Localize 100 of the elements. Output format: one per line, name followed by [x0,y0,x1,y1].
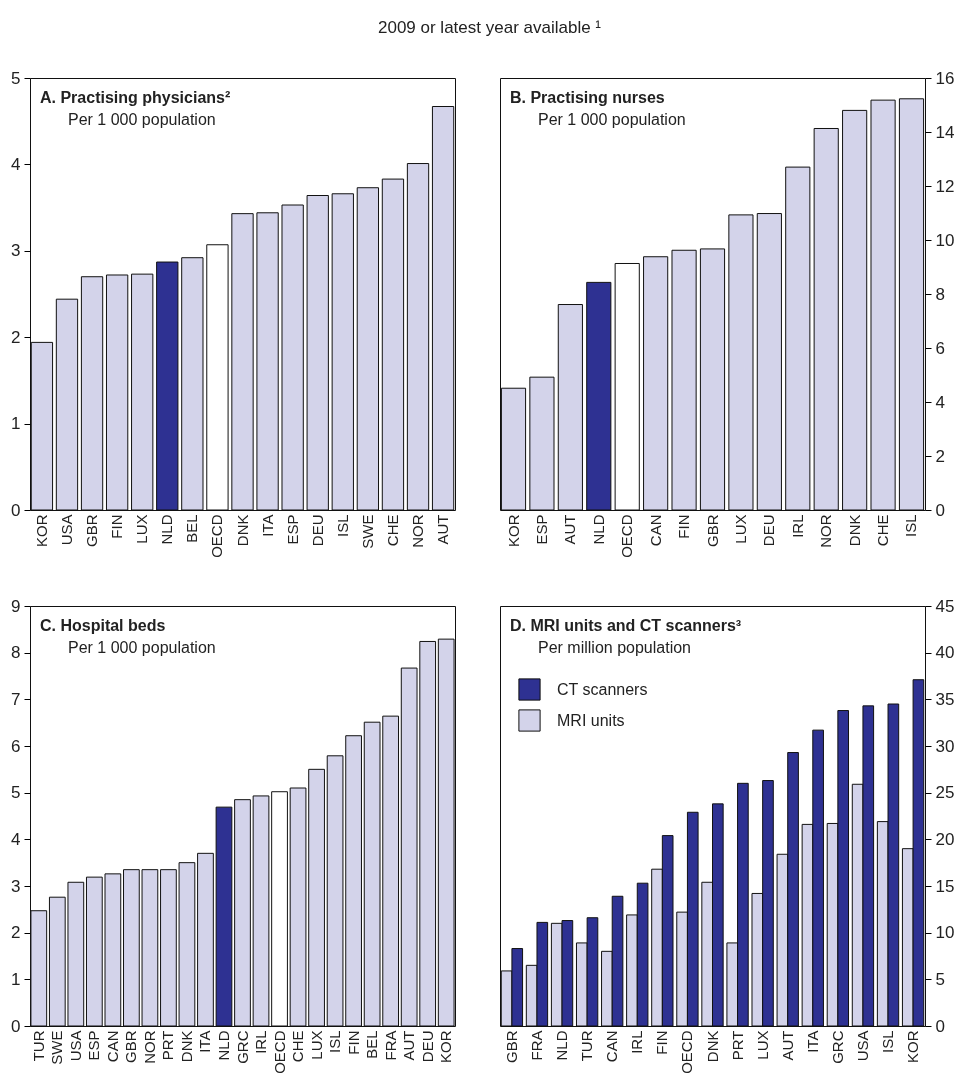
y-tick-label: 5 [935,969,945,989]
y-tick-label: 14 [935,122,955,142]
x-tick-label: FRA [527,1030,545,1061]
x-tick-label: ISL [326,1030,344,1054]
x-tick-label: LUX [753,1030,771,1060]
x-tick-label: FIN [653,1030,671,1055]
x-tick-label: DNK [703,1030,721,1063]
x-tick-label: DEU [418,1030,436,1063]
x-tick-label: ESP [532,514,550,545]
x-tick-label: BEL [183,514,201,543]
text: Per 1 000 population [68,111,216,128]
x-tick-label: GBR [83,514,101,548]
x-tick-label: DNK [845,514,863,547]
x-tick-label: TUR [578,1030,596,1062]
y-tick-label: 0 [935,1016,945,1036]
x-tick-label: ISL [879,1030,897,1054]
y-tick-label: 10 [935,923,955,943]
y-tick-label: 4 [935,392,945,412]
x-tick-label: ITA [803,1030,821,1053]
y-tick-label: 16 [935,68,955,88]
x-tick-label: OECD [678,1030,696,1074]
x-tick-label: AUT [778,1030,796,1061]
x-tick-label: NOR [817,514,835,548]
x-tick-label: KOR [504,514,522,548]
y-tick-label: 3 [11,876,21,896]
x-tick-label: ESP [283,514,301,545]
x-tick-label: AUT [400,1030,418,1061]
y-tick-label: 5 [11,783,21,803]
y-tick-label: 4 [11,829,21,849]
y-tick-label: 7 [11,689,21,709]
text: Per 1 000 population [538,111,686,128]
x-tick-label: FIN [675,514,693,539]
x-tick-label: CAN [646,514,664,547]
y-tick-label: 12 [935,176,955,196]
x-tick-label: ISL [333,514,351,538]
text: D. MRI units and CT scanners³ [510,617,742,634]
y-tick-label: 10 [935,230,955,250]
y-tick-label: 5 [11,68,21,88]
y-tick-label: 35 [935,689,955,709]
x-tick-label: KOR [904,1030,922,1064]
x-tick-label: OECD [208,514,226,558]
x-tick-label: ISL [902,514,920,538]
x-tick-label: KOR [32,514,50,548]
x-tick-label: NLD [158,514,176,545]
x-tick-label: PRT [728,1030,746,1061]
x-tick-label: GBR [122,1030,140,1064]
x-tick-label: USA [853,1030,871,1062]
x-tick-label: OECD [270,1030,288,1074]
y-tick-label: 0 [935,500,945,520]
y-tick-label: 25 [935,783,955,803]
y-tick-label: 1 [11,414,21,434]
y-tick-label: 2 [11,327,21,347]
text: A. Practising physicians² [40,89,231,106]
x-tick-label: ITA [196,1030,214,1053]
x-tick-label: SWE [358,514,376,549]
text: 2009 or latest year available ¹ [377,18,602,38]
y-tick-label: 2 [11,923,21,943]
x-tick-label: TUR [29,1030,47,1062]
x-tick-label: NLD [214,1030,232,1061]
x-tick-label: GBR [502,1030,520,1064]
x-tick-label: CAN [103,1030,121,1063]
x-tick-label: AUT [434,514,452,545]
y-tick-label: 45 [935,596,955,616]
x-tick-label: DNK [233,514,251,547]
x-tick-label: NLD [553,1030,571,1061]
y-tick-label: 9 [11,596,21,616]
x-tick-label: GRC [828,1030,846,1064]
x-tick-label: BEL [363,1030,381,1059]
legend-label: CT scanners [557,680,648,698]
x-tick-label: IRL [628,1030,646,1054]
y-tick-label: 8 [935,284,945,304]
x-tick-label: IRL [788,514,806,538]
text: Per 1 000 population [68,639,216,656]
x-tick-label: DNK [177,1030,195,1063]
x-tick-label: NLD [589,514,607,545]
x-tick-label: ITA [258,514,276,537]
x-tick-label: DEU [308,514,326,547]
text: Per million population [538,639,691,656]
x-tick-label: CHE [874,514,892,547]
y-tick-label: 40 [935,643,955,663]
x-tick-label: CAN [603,1030,621,1063]
text: C. Hospital beds [40,617,166,634]
x-tick-label: KOR [437,1030,455,1064]
x-tick-label: FRA [381,1030,399,1061]
x-tick-label: AUT [561,514,579,545]
x-tick-label: NOR [409,514,427,548]
x-tick-label: USA [66,1030,84,1062]
x-tick-label: DEU [760,514,778,547]
y-tick-label: 30 [935,736,955,756]
x-tick-label: IRL [252,1030,270,1054]
x-tick-label: GRC [233,1030,251,1064]
y-tick-label: 20 [935,829,955,849]
y-tick-label: 0 [11,500,21,520]
x-tick-label: CHE [289,1030,307,1063]
x-tick-label: LUX [133,514,151,544]
y-tick-label: 6 [935,338,945,358]
y-tick-label: 15 [935,876,955,896]
x-tick-label: LUX [731,514,749,544]
x-tick-label: USA [57,514,75,546]
y-tick-label: 0 [11,1016,21,1036]
